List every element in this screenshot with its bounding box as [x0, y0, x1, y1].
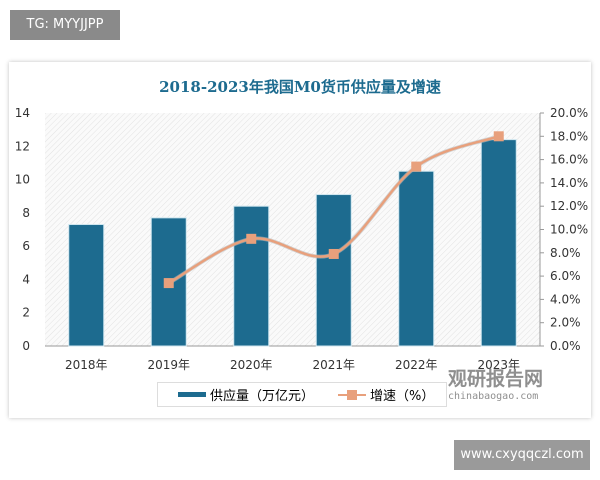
- plot-area: [45, 113, 540, 346]
- x-tick-label: 2018年: [65, 358, 108, 372]
- y-right-tick-label: 12.0%: [550, 199, 588, 213]
- y-left-tick-label: 14: [15, 106, 30, 120]
- y-right-tick-label: 6.0%: [550, 269, 581, 283]
- bar: [233, 205, 270, 347]
- growth-marker: [246, 233, 257, 244]
- y-right-tick-label: 14.0%: [550, 176, 588, 190]
- logo-en: chinabaogao.com: [448, 391, 539, 402]
- watermark-top-left: TG: MYYJJPP: [10, 10, 120, 40]
- growth-marker: [163, 278, 174, 289]
- watermark-bottom-right: www.cxyqqczl.com: [454, 440, 590, 470]
- x-tick-label: 2020年: [230, 358, 273, 372]
- legend-label: 增速（%）: [370, 389, 435, 404]
- legend-swatch-bar: [178, 392, 206, 397]
- y-left-tick-label: 0: [22, 339, 30, 353]
- x-tick-label: 2021年: [312, 358, 355, 372]
- legend-item-growth: 增速（%）: [338, 385, 434, 404]
- chart-title: 2018-2023年我国M0货币供应量及增速: [159, 78, 441, 96]
- logo-cn: 观研报告网: [448, 368, 544, 390]
- logo-watermark: 观研报告网 chinabaogao.com: [448, 364, 543, 402]
- legend-item-supply: 供应量（万亿元）: [178, 385, 314, 404]
- bar: [315, 194, 352, 347]
- x-tick-label: 2023年: [477, 358, 520, 372]
- growth-marker: [493, 131, 504, 142]
- y-right-tick-label: 18.0%: [550, 129, 588, 143]
- x-tick-label: 2022年: [395, 358, 438, 372]
- y-right-tick-label: 0.0%: [550, 339, 581, 353]
- legend-swatch-line: [338, 389, 367, 400]
- y-right-tick-label: 8.0%: [550, 246, 581, 260]
- growth-marker: [328, 248, 339, 259]
- legend-label: 供应量（万亿元）: [210, 389, 315, 404]
- y-left-tick-label: 4: [22, 272, 30, 286]
- y-left-tick-label: 10: [15, 173, 30, 187]
- legend: 供应量（万亿元） 增速（%）: [157, 382, 447, 407]
- y-right-tick-label: 20.0%: [550, 106, 588, 120]
- y-left-tick-label: 8: [22, 206, 30, 220]
- y-left-tick-label: 12: [15, 139, 30, 153]
- bar: [480, 139, 517, 347]
- bar: [398, 170, 435, 347]
- bar: [68, 224, 105, 347]
- y-right-tick-label: 4.0%: [550, 292, 581, 306]
- y-right-tick-label: 16.0%: [550, 153, 588, 167]
- y-left-tick-label: 6: [22, 239, 30, 253]
- y-left-tick-label: 2: [22, 306, 30, 320]
- x-tick-label: 2019年: [147, 358, 190, 372]
- y-right-tick-label: 10.0%: [550, 223, 588, 237]
- growth-marker: [411, 161, 422, 172]
- y-right-tick-label: 2.0%: [550, 316, 581, 330]
